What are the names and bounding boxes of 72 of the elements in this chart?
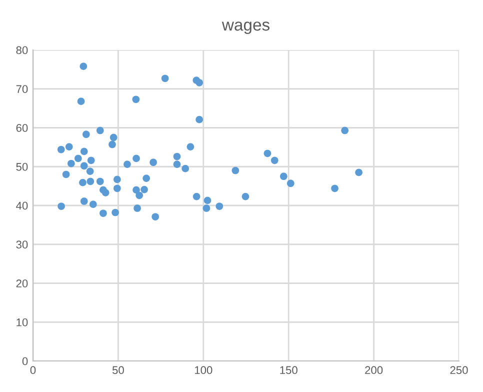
point: [186, 143, 194, 150]
x-tick-label: 50: [112, 366, 124, 374]
y-tick-label: 70: [16, 85, 28, 94]
point: [80, 198, 88, 205]
y-tick-label: 20: [16, 280, 28, 288]
point: [108, 140, 116, 148]
point: [96, 178, 104, 186]
point: [264, 150, 272, 158]
y-tick-label: 60: [16, 124, 28, 132]
y-tick-label: 50: [16, 162, 28, 171]
point: [242, 192, 250, 200]
point: [86, 178, 94, 186]
point: [110, 134, 118, 142]
point: [80, 148, 88, 156]
point: [161, 74, 169, 82]
point: [124, 160, 131, 168]
point: [132, 96, 140, 104]
point: [77, 98, 85, 105]
point: [67, 160, 75, 168]
point: [102, 188, 110, 196]
point: [58, 202, 65, 210]
point: [100, 210, 107, 217]
point: [86, 168, 94, 175]
x-tick-label: 250: [450, 366, 468, 374]
point: [57, 146, 65, 154]
point: [182, 164, 190, 172]
point: [286, 180, 294, 188]
point: [62, 170, 70, 178]
point: [134, 204, 141, 212]
point: [96, 126, 104, 134]
point: [80, 62, 88, 70]
x-tick-label: 0: [30, 366, 36, 374]
point: [136, 192, 144, 200]
y-tick-label: 40: [16, 202, 28, 210]
x-tick-label: 150: [280, 366, 298, 374]
point: [270, 156, 278, 164]
y-tick-label: 0: [22, 357, 28, 366]
point: [132, 154, 140, 162]
point: [202, 204, 210, 212]
point: [173, 160, 181, 168]
point: [150, 158, 157, 166]
point: [280, 172, 288, 180]
point: [89, 200, 97, 208]
point: [112, 208, 119, 216]
point: [142, 174, 150, 182]
x-tick-label: 100: [194, 366, 212, 374]
point: [341, 126, 349, 134]
point: [114, 176, 121, 184]
point: [152, 213, 160, 220]
point: [80, 162, 88, 170]
point: [114, 184, 121, 192]
chart-title: wages: [222, 22, 270, 34]
point: [87, 156, 95, 164]
point: [65, 143, 73, 150]
point: [132, 186, 140, 194]
y-tick-label: 10: [16, 318, 28, 326]
point: [204, 196, 212, 204]
y-tick-label: 30: [16, 240, 28, 249]
point: [196, 78, 203, 86]
point: [79, 178, 86, 186]
point: [232, 166, 240, 174]
x-tick-label: 200: [365, 366, 383, 374]
point: [331, 184, 338, 192]
point: [196, 116, 203, 124]
y-tick-label: 80: [16, 46, 28, 54]
point: [173, 152, 181, 160]
point: [192, 192, 200, 200]
point: [140, 186, 148, 194]
point: [355, 168, 362, 176]
point: [74, 154, 82, 162]
point: [82, 130, 90, 138]
point: [216, 202, 224, 210]
